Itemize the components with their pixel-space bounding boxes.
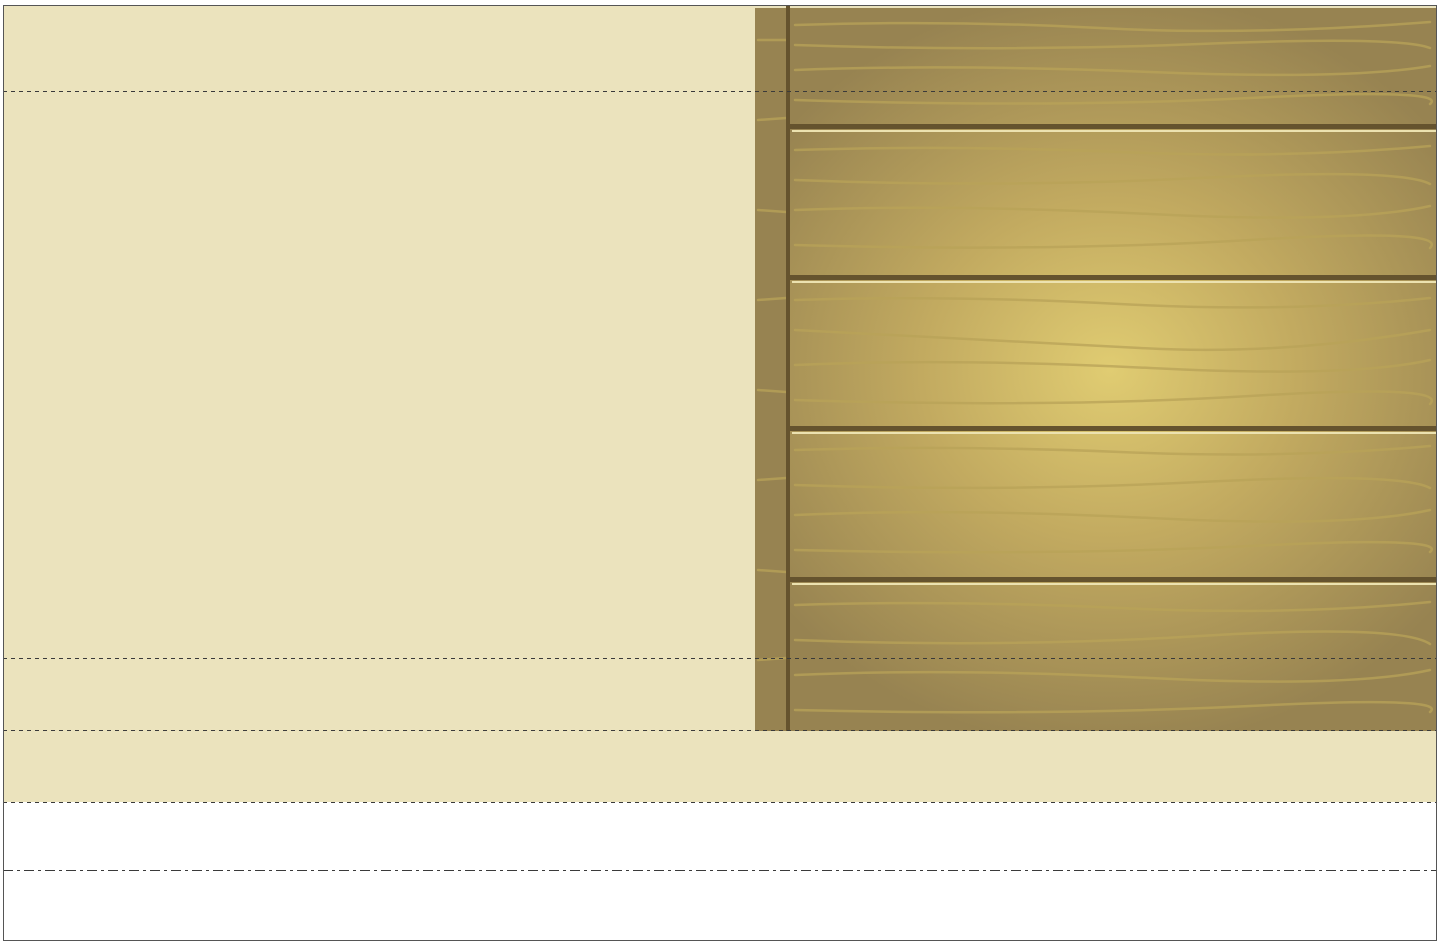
plank-highlight [792, 432, 1437, 434]
plank-gap [788, 275, 1437, 280]
plank-gap [788, 426, 1437, 431]
wood-side-strip [755, 8, 788, 731]
plank-highlight [792, 130, 1437, 132]
plank-highlight [792, 281, 1437, 283]
wood-panel [755, 6, 1437, 731]
plank-gap [788, 577, 1437, 582]
template-canvas [0, 0, 1449, 942]
plank-highlight [792, 583, 1437, 585]
plank-gap [788, 124, 1437, 129]
white-footer [3, 802, 1437, 941]
page [0, 0, 1449, 942]
vertical-beam-line [786, 6, 790, 731]
